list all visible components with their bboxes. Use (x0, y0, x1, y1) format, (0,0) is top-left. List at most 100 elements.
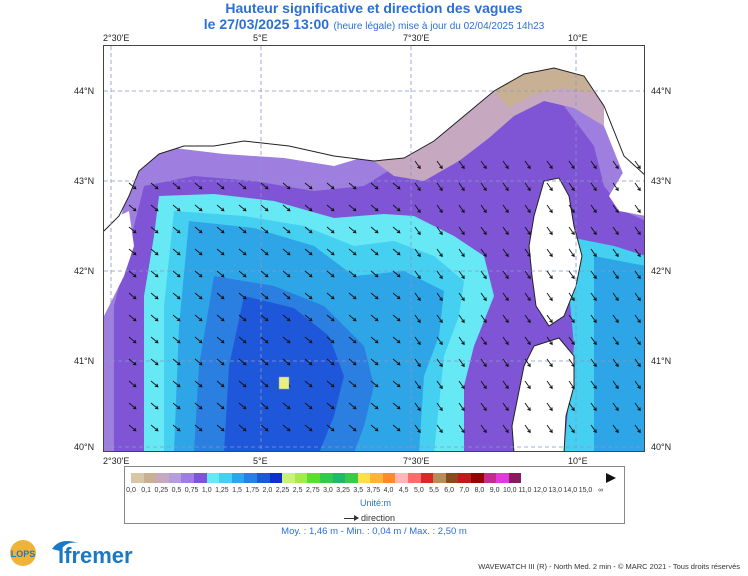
wave-direction-arrow (634, 358, 641, 368)
legend-swatch (219, 473, 232, 483)
wave-direction-arrow (348, 248, 357, 256)
wave-direction-arrow (392, 226, 401, 234)
wave-direction-arrow (304, 270, 313, 278)
wave-direction-arrow (436, 182, 443, 192)
legend-label: 3,25 (336, 487, 350, 494)
legend-label: 6,0 (444, 487, 455, 494)
wave-direction-arrow (480, 402, 487, 412)
legend-swatch (256, 473, 270, 483)
wave-direction-arrow (480, 204, 487, 214)
wave-direction-arrow (480, 336, 487, 346)
wave-direction-arrow (348, 358, 357, 366)
wave-direction-arrow (458, 160, 465, 170)
wave-direction-arrow (612, 358, 619, 368)
wave-direction-arrow (194, 204, 203, 212)
wave-direction-arrow (172, 358, 181, 366)
wave-direction-arrow (128, 380, 137, 388)
wave-direction-arrow (502, 160, 509, 170)
legend-label: 2,75 (305, 487, 320, 494)
wave-direction-arrow (348, 402, 357, 410)
wave-direction-arrow (436, 358, 443, 368)
land-corsica (528, 177, 583, 327)
legend-swatch (445, 473, 459, 483)
lon-tick-top-4: 10°E (568, 33, 588, 43)
wave-direction-arrow (326, 204, 335, 212)
wave-direction-arrow (436, 226, 443, 236)
wave-direction-arrow (392, 182, 401, 190)
wave-direction-arrow (282, 336, 291, 344)
wave-direction-arrow (524, 160, 531, 170)
wave-direction-arrow (282, 226, 291, 234)
wave-direction-arrow (326, 402, 335, 410)
wave-direction-arrow (634, 226, 641, 236)
wave-direction-arrow (546, 314, 553, 324)
wave-direction-arrow (392, 336, 401, 344)
wave-direction-arrow (480, 226, 487, 236)
legend-label: 12,0 (533, 487, 547, 494)
wave-direction-arrow (216, 358, 225, 366)
wave-direction-arrow (282, 204, 291, 212)
wave-direction-arrow (414, 402, 421, 412)
wave-direction-arrow (414, 248, 421, 258)
wave-direction-arrow (260, 204, 269, 212)
wave-direction-arrow (634, 270, 641, 280)
lat-tick-left-42: 42°N (74, 266, 95, 276)
wave-direction-arrow (282, 182, 291, 190)
wave-direction-arrow (568, 160, 575, 170)
wave-direction-arrow (436, 424, 443, 434)
lat-tick-left-44: 44°N (74, 86, 95, 96)
direction-legend: direction (344, 513, 395, 523)
wave-direction-arrow (524, 292, 531, 302)
wave-direction-arrow (172, 248, 181, 256)
legend-label: 4,0 (383, 487, 394, 494)
legend-swatch (269, 473, 283, 483)
wave-direction-arrow (216, 182, 225, 190)
wave-direction-arrow (612, 292, 619, 302)
legend-swatch (307, 473, 320, 483)
lon-tick-bottom-3: 7°30'E (403, 456, 430, 466)
lat-tick-right-42: 42°N (651, 266, 672, 276)
map-subtitle: le 27/03/2025 13:00 (heure légale) mise … (0, 16, 748, 34)
legend-label: 9,0 (489, 487, 500, 494)
legend-label: 0,75 (184, 487, 199, 494)
lon-tick-top-3: 7°30'E (403, 33, 430, 43)
wave-direction-arrow (238, 424, 247, 432)
wave-direction-arrow (348, 204, 357, 212)
wave-direction-arrow (568, 358, 575, 368)
stats-line: Moy. : 1,46 m - Min. : 0,04 m / Max. : 2… (281, 526, 467, 537)
wave-direction-arrow (634, 292, 641, 302)
wave-direction-arrow (568, 204, 575, 214)
wave-direction-arrow (458, 402, 465, 412)
lon-tick-bottom-2: 5°E (253, 456, 268, 466)
wave-height-map[interactable] (103, 45, 645, 452)
wave-direction-arrow (326, 424, 335, 432)
wave-direction-arrow (216, 226, 225, 234)
wave-direction-arrow (414, 314, 421, 324)
wave-direction-arrow (172, 314, 181, 322)
wave-direction-arrow (128, 358, 137, 366)
legend-label: 3,0 (323, 487, 333, 494)
wave-direction-arrow (414, 358, 421, 368)
wave-direction-arrow (238, 248, 247, 256)
sea-band-east-inner (594, 256, 644, 451)
legend-swatch (282, 473, 295, 483)
wave-direction-arrow (172, 204, 181, 212)
wave-direction-arrow (326, 292, 335, 300)
legend-swatch (483, 473, 497, 483)
wave-direction-arrow (370, 314, 379, 322)
wave-direction-arrow (370, 336, 379, 344)
wave-direction-arrow (326, 182, 335, 190)
wave-direction-arrow (414, 182, 421, 192)
legend-swatch (193, 473, 207, 483)
color-legend: 0,0 0,1 0,25 0,5 0,75 1,0 1,25 1,5 1,75 2,0 2,25 2,… (124, 466, 625, 524)
wave-direction-arrow (282, 314, 291, 322)
direction-arrows (128, 160, 641, 434)
wave-direction-arrow (260, 402, 269, 410)
legend-overflow-arrow-icon (606, 473, 616, 483)
wave-direction-arrow (392, 424, 401, 432)
wave-direction-arrow (634, 424, 641, 434)
wave-direction-arrow (172, 226, 181, 234)
wave-direction-arrow (216, 248, 225, 256)
coastal-tan (494, 68, 594, 108)
wave-direction-arrow (128, 424, 137, 432)
